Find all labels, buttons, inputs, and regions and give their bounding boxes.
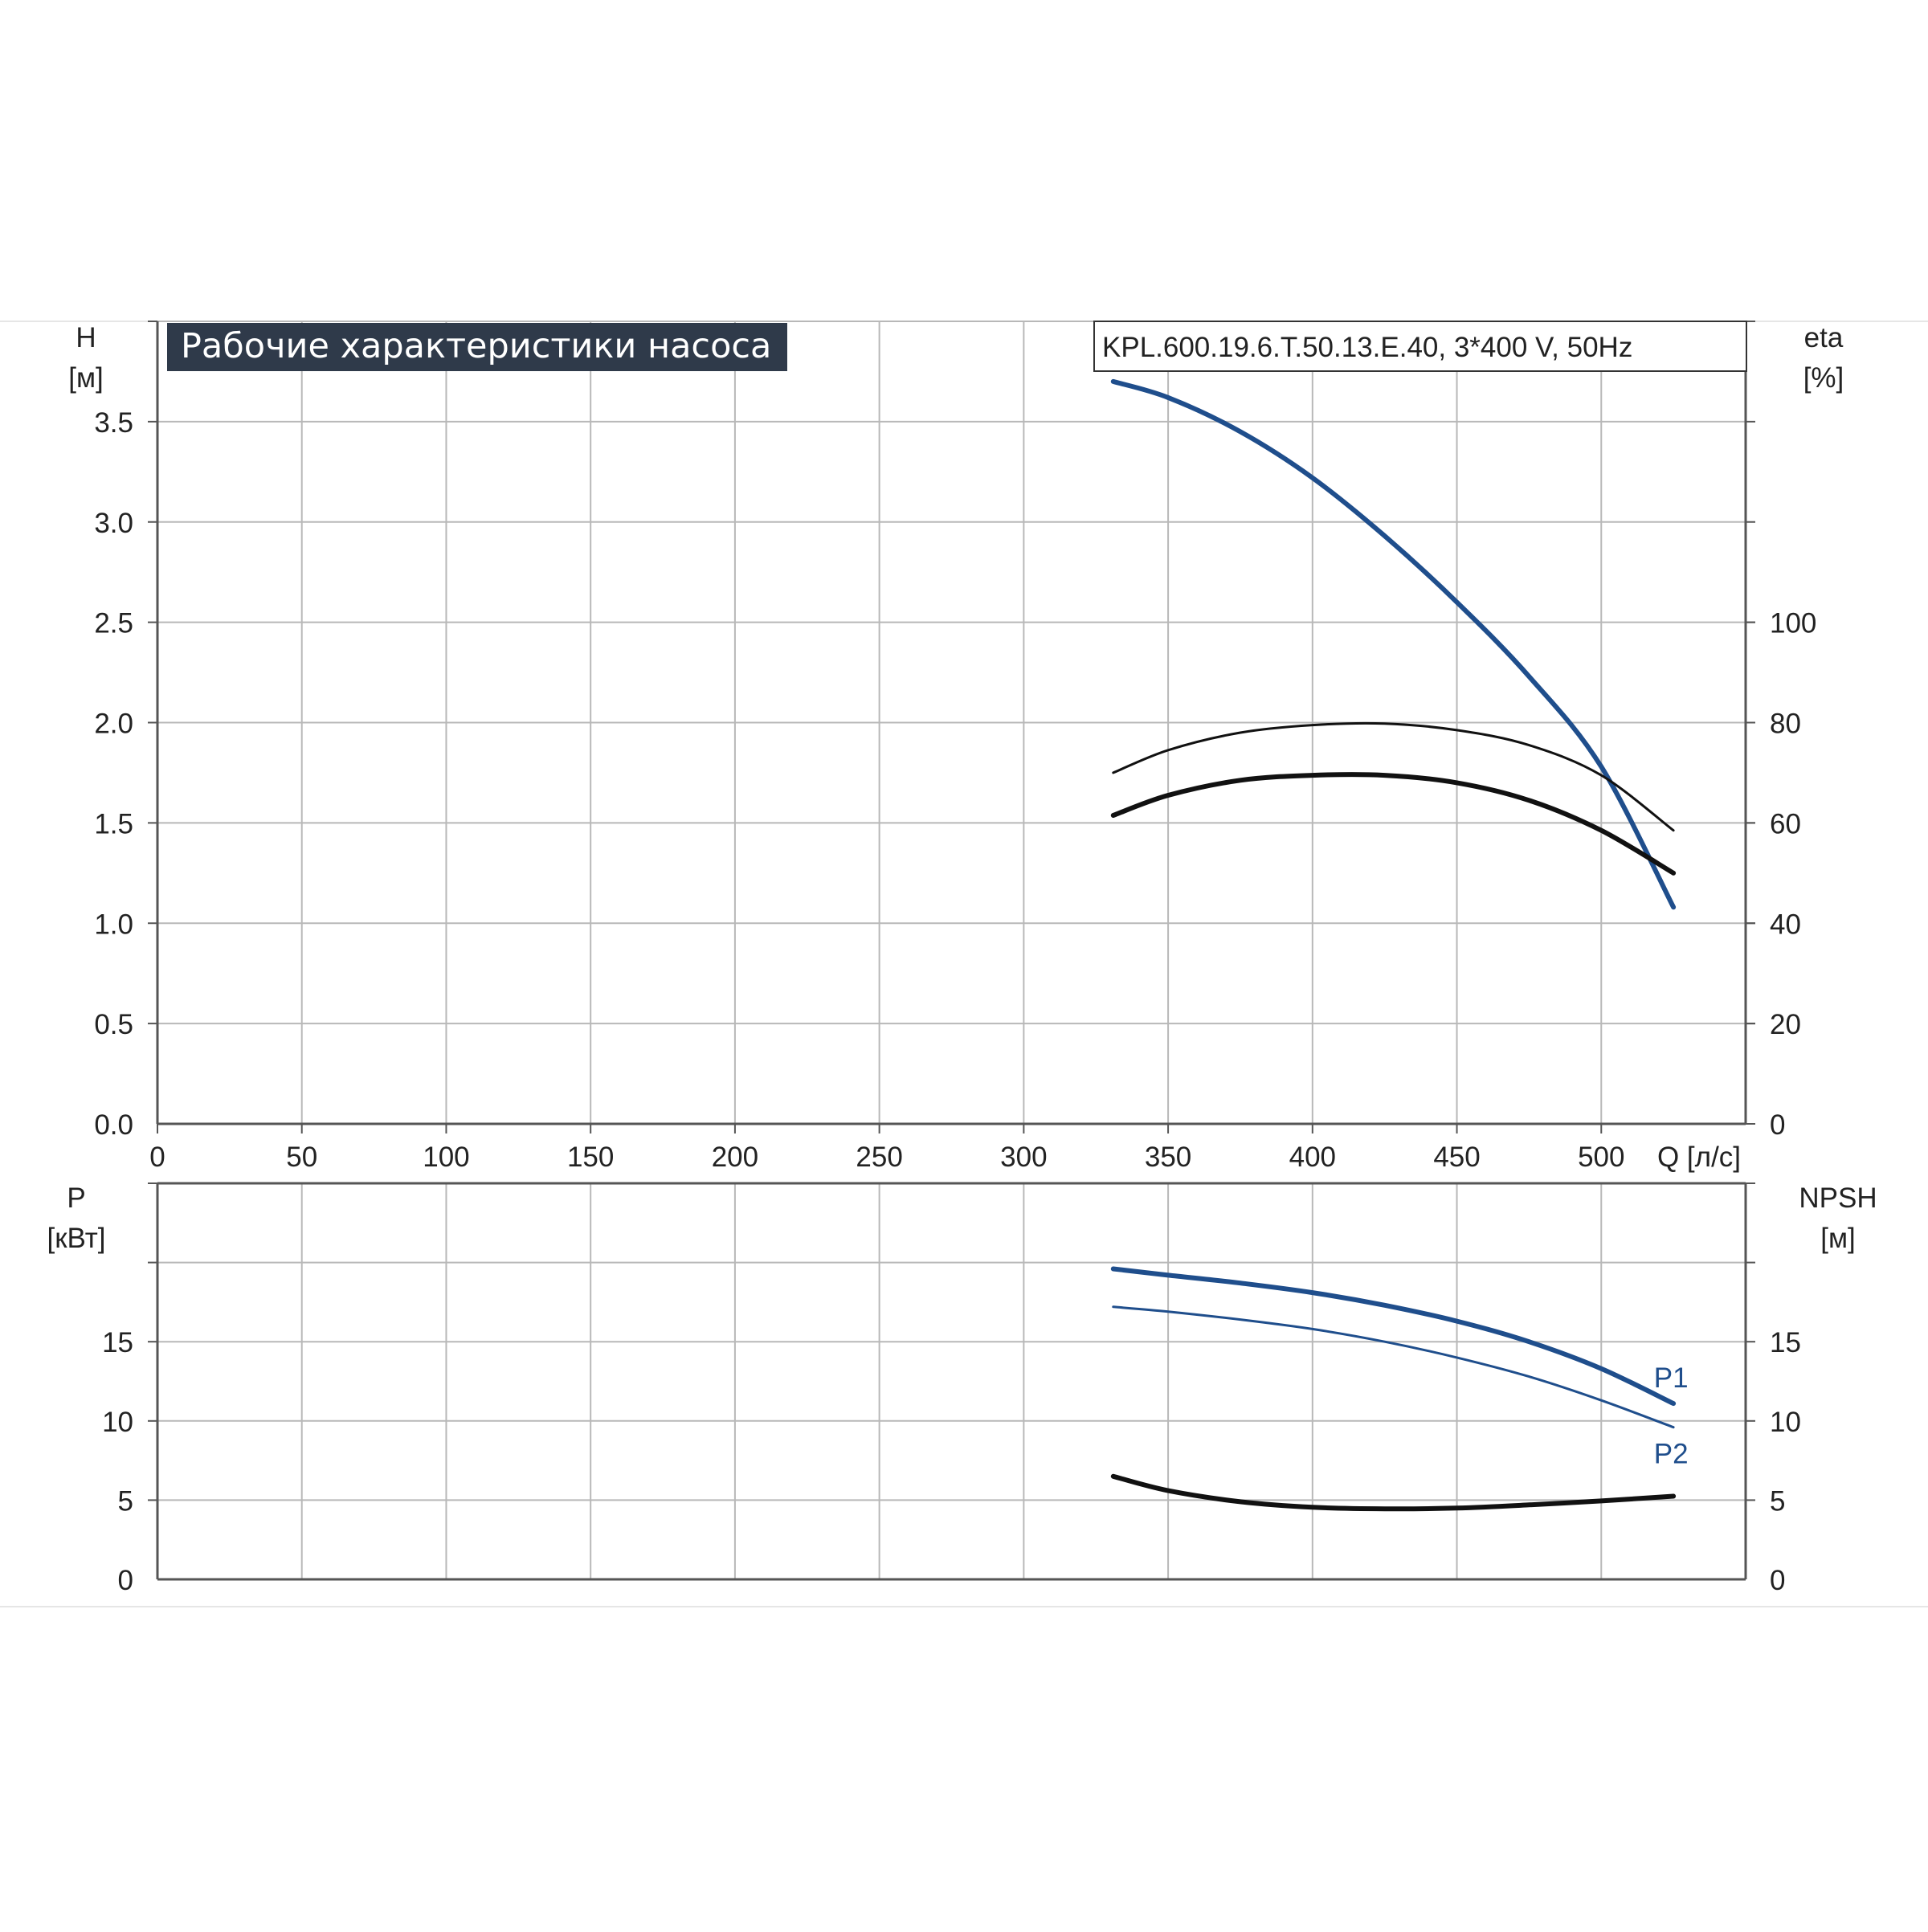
top-left-tick-label: 1.5	[94, 808, 133, 839]
bottom-left-tick-label: 10	[102, 1407, 133, 1438]
x-tick-label: 500	[1578, 1142, 1624, 1173]
bottom-left-axis-title: P	[67, 1182, 85, 1214]
x-tick-label: 400	[1289, 1142, 1336, 1173]
x-tick-label: 150	[567, 1142, 614, 1173]
x-tick-label: 250	[856, 1142, 902, 1173]
bottom-left-tick-label: 15	[102, 1327, 133, 1358]
series-label-p1: P1	[1654, 1362, 1689, 1394]
bottom-right-axis-title: NPSH	[1799, 1182, 1877, 1214]
head-efficiency-panel: 0.0 0.5 1.0 1.5 2.0 2.5 3.0 3.5 0 20 40 60 80 100 0 50 1…	[68, 321, 1844, 1173]
bottom-series-line-p2	[1112, 1305, 1675, 1429]
bottom-right-tick-label: 10	[1770, 1407, 1801, 1438]
x-axis-label: Q [л/с]	[1657, 1142, 1741, 1173]
top-right-tick-label: 60	[1770, 808, 1801, 839]
top-series-line-0	[1110, 378, 1677, 910]
bottom-right-tick-label: 0	[1770, 1565, 1785, 1596]
top-series-line-2	[1110, 772, 1677, 876]
bottom-left-axis-unit: [кВт]	[47, 1223, 106, 1254]
top-left-tick-label: 2.0	[94, 709, 133, 740]
top-right-axis-title: eta	[1804, 322, 1844, 353]
top-right-tick-label: 0	[1770, 1109, 1785, 1141]
top-left-tick-label: 2.5	[94, 608, 133, 639]
bottom-left-tick-label: 0	[118, 1565, 133, 1596]
x-tick-label: 300	[1000, 1142, 1047, 1173]
bottom-right-tick-label: 5	[1770, 1485, 1785, 1517]
model-label: KPL.600.19.6.T.50.13.E.40, 3*400 V, 50Hz	[1102, 332, 1632, 363]
title-box	[167, 323, 787, 371]
top-series-line-1	[1112, 721, 1675, 832]
x-tick-label: 200	[712, 1142, 758, 1173]
top-left-axis-title: H	[76, 322, 96, 353]
top-left-tick-label: 0.5	[94, 1009, 133, 1040]
top-left-tick-label: 1.0	[94, 909, 133, 940]
bottom-series-line-p1	[1110, 1266, 1677, 1407]
chart-title: Рабочие характеристики насоса	[181, 326, 771, 366]
bottom-left-tick-label: 5	[118, 1485, 133, 1517]
top-left-tick-label: 0.0	[94, 1109, 133, 1141]
bottom-right-axis-unit: [м]	[1820, 1223, 1856, 1254]
x-tick-label: 0	[149, 1142, 165, 1173]
top-left-axis-unit: [м]	[68, 362, 104, 394]
top-right-tick-label: 100	[1770, 608, 1816, 639]
bottom-right-tick-label: 15	[1770, 1327, 1801, 1358]
series-label-p2: P2	[1654, 1439, 1689, 1470]
top-left-tick-label: 3.5	[94, 407, 133, 439]
top-right-tick-label: 20	[1770, 1009, 1801, 1040]
top-right-tick-label: 40	[1770, 909, 1801, 940]
x-tick-label: 450	[1433, 1142, 1480, 1173]
top-left-tick-label: 3.0	[94, 508, 133, 539]
power-npsh-panel: 0 5 10 15 0 5 10 15 P [кВт] NPSH [м] P1 P2	[47, 1182, 1877, 1596]
model-box	[1093, 321, 1747, 372]
bottom-series-line-2	[1110, 1473, 1677, 1512]
top-right-tick-label: 80	[1770, 709, 1801, 740]
x-tick-label: 350	[1145, 1142, 1191, 1173]
x-tick-label: 100	[423, 1142, 469, 1173]
x-tick-label: 50	[286, 1142, 317, 1173]
top-right-axis-unit: [%]	[1803, 362, 1844, 394]
